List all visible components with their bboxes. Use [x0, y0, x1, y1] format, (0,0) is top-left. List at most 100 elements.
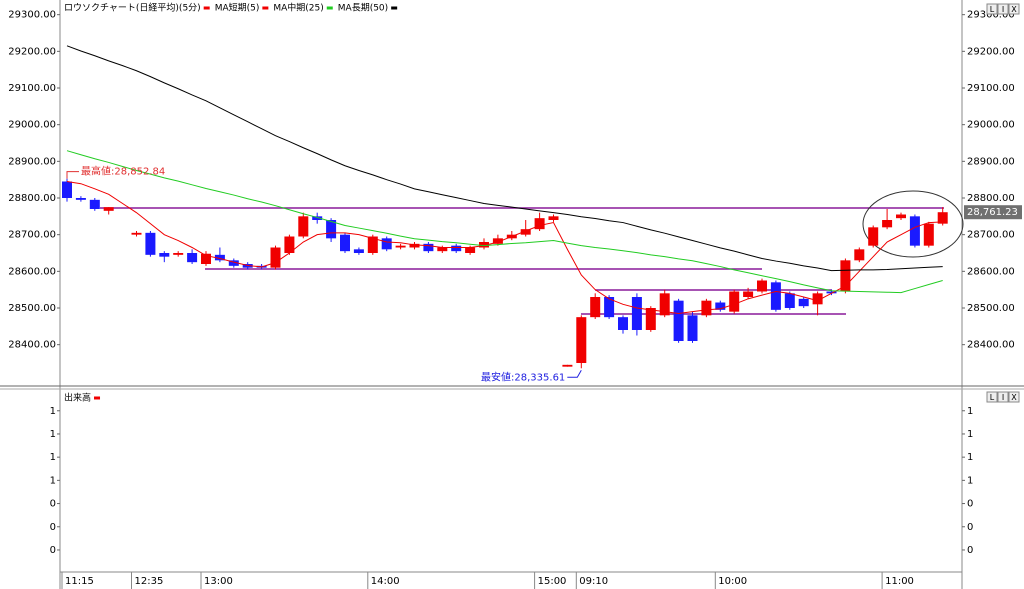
candle-body — [159, 253, 170, 257]
candle-body — [562, 364, 573, 367]
candle-body — [75, 198, 86, 200]
y-tick-label: 29100.00 — [967, 83, 1015, 94]
panel-button-label[interactable]: L — [990, 393, 995, 402]
x-tick-label: 10:00 — [718, 576, 747, 587]
candle-body — [409, 243, 420, 248]
y-tick-label: 28700.00 — [8, 230, 56, 241]
candle-body — [659, 293, 670, 316]
x-tick-label: 14:00 — [371, 576, 400, 587]
panel-button-label[interactable]: I — [1002, 5, 1004, 14]
candle-body — [798, 298, 809, 307]
panel-button-label[interactable]: X — [1011, 5, 1017, 14]
candle-body — [812, 293, 823, 305]
candle-body — [645, 308, 656, 330]
legend-marker — [326, 6, 333, 10]
candle-body — [909, 216, 920, 246]
candle-body — [62, 181, 72, 198]
panel-button[interactable] — [997, 3, 1009, 15]
candle-body — [298, 216, 309, 237]
panel-button-label[interactable]: L — [990, 5, 995, 14]
annotation-arrow — [567, 370, 582, 378]
candle-body — [437, 247, 448, 252]
annotation: 最高値:28,852.84 — [81, 165, 165, 178]
x-tick-label: 11:00 — [885, 576, 914, 587]
legend-label: MA中期(25) — [273, 2, 323, 14]
y-tick-label: 29200.00 — [967, 46, 1015, 57]
candle-body — [826, 291, 837, 294]
legend-label: ロウソクチャート(日経平均)(5分) — [64, 2, 201, 14]
annotation: 最安値:28,335.61 — [481, 370, 565, 383]
panel-button[interactable] — [1008, 391, 1020, 403]
legend-marker — [391, 6, 398, 10]
y-tick-label: 0 — [50, 522, 56, 533]
candle-body — [173, 253, 184, 255]
candle-body — [687, 315, 698, 341]
candle-body — [868, 227, 879, 246]
candle-body — [340, 234, 350, 252]
y-tick-label: 28500.00 — [967, 303, 1015, 314]
legend-marker — [262, 6, 269, 10]
candle-body — [715, 302, 726, 310]
candle-body — [312, 216, 323, 220]
y-tick-label: 28400.00 — [967, 340, 1015, 351]
candle-body — [201, 253, 211, 264]
panel-button[interactable] — [1008, 3, 1020, 15]
legend-label: 出来高 — [64, 392, 91, 404]
y-tick-label: 1 — [50, 406, 56, 417]
y-tick-label: 1 — [967, 475, 973, 486]
candle-body — [187, 253, 198, 263]
y-tick-label: 28900.00 — [967, 156, 1015, 167]
candle-body — [854, 249, 865, 261]
panel-button[interactable] — [997, 391, 1009, 403]
panel-button-label[interactable]: I — [1002, 393, 1004, 402]
y-tick-label: 28500.00 — [8, 303, 56, 314]
candle-body — [590, 297, 601, 318]
legend-label: MA長期(50) — [338, 3, 388, 14]
candle-body — [576, 317, 587, 363]
candle-body — [604, 297, 615, 318]
ma-line — [66, 45, 943, 272]
y-tick-label: 28900.00 — [8, 156, 56, 167]
panel-button[interactable] — [986, 391, 998, 403]
candle-body — [770, 282, 781, 310]
y-tick-label: 0 — [967, 499, 973, 510]
y-tick-label: 29000.00 — [8, 120, 56, 131]
candle-body — [270, 247, 281, 268]
candle-body — [701, 300, 712, 316]
x-tick-label: 13:00 — [204, 576, 233, 587]
candle-body — [729, 291, 740, 312]
candle-body — [131, 232, 142, 235]
panel-button[interactable] — [986, 3, 998, 15]
panel-button-label[interactable]: X — [1011, 393, 1017, 402]
y-tick-label: 29000.00 — [967, 120, 1015, 131]
last-price-tag — [964, 205, 1022, 220]
candle-body — [367, 236, 378, 253]
last-price-label: 28,761.23 — [967, 207, 1018, 218]
x-tick-label: 15:00 — [538, 576, 567, 587]
y-tick-label: 28800.00 — [8, 193, 56, 204]
y-tick-label: 29300.00 — [8, 10, 56, 21]
y-tick-label: 28400.00 — [8, 340, 56, 351]
candle-body — [784, 293, 795, 308]
candle-body — [465, 247, 476, 253]
candle-body — [896, 214, 906, 219]
candle-body — [353, 249, 364, 253]
candle-body — [145, 232, 156, 255]
candle-body — [228, 260, 239, 266]
x-tick-label: 12:35 — [135, 576, 164, 587]
plot-layer: 29300.00 29300.00 29200.00 29200.00 29100.00… — [8, 2, 1022, 589]
candle-body — [284, 236, 295, 253]
candle-body — [631, 297, 642, 330]
drawn-circle — [862, 190, 964, 258]
legend-label: MA短期(5) — [215, 2, 260, 14]
candle-body — [923, 223, 934, 246]
candle-body — [479, 242, 489, 248]
candle-body — [757, 280, 767, 292]
candle-body — [423, 243, 434, 252]
y-tick-label: 0 — [50, 545, 56, 556]
y-tick-label: 1 — [50, 452, 56, 463]
candle-body — [326, 220, 337, 239]
